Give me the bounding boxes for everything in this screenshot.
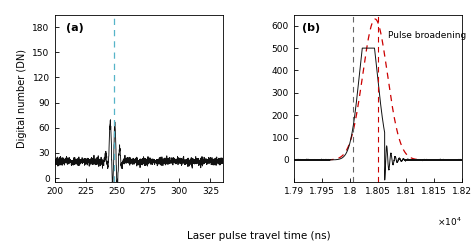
Text: (b): (b) bbox=[302, 23, 320, 33]
Text: Laser pulse travel time (ns): Laser pulse travel time (ns) bbox=[186, 231, 330, 241]
Y-axis label: Digital number (DN): Digital number (DN) bbox=[17, 49, 27, 148]
Text: Pulse broadening: Pulse broadening bbox=[388, 31, 466, 40]
Text: $\times10^{4}$: $\times10^{4}$ bbox=[438, 216, 462, 228]
Text: (a): (a) bbox=[66, 23, 84, 33]
